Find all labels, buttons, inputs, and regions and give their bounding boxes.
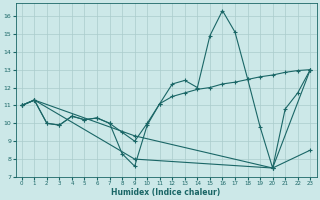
X-axis label: Humidex (Indice chaleur): Humidex (Indice chaleur) [111,188,221,197]
